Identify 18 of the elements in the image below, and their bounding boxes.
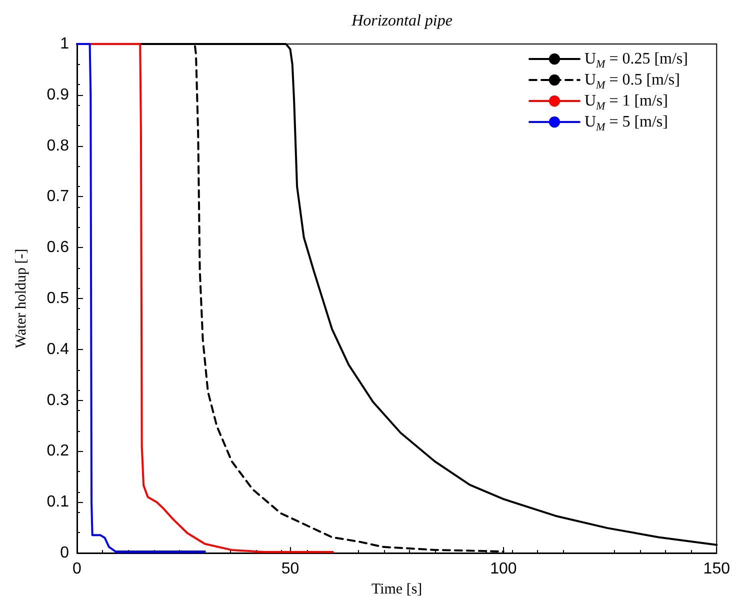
y-tick-label: 0.7 <box>46 188 70 206</box>
x-tick-label: 100 <box>490 560 517 578</box>
chart-title: Horizontal pipe <box>350 12 452 30</box>
y-tick-label: 0 <box>60 544 70 562</box>
y-tick-label: 0.2 <box>46 442 70 460</box>
y-tick-label: 0.3 <box>46 392 70 409</box>
y-tick-label: 0.1 <box>46 494 70 511</box>
y-tick-label: 0.8 <box>46 137 70 154</box>
x-tick-label: 150 <box>703 560 730 578</box>
x-tick-label: 50 <box>281 560 300 578</box>
x-axis-title: Time [s] <box>371 581 422 598</box>
y-axis-title: Water holdup [-] <box>14 248 30 348</box>
x-tick-label: 0 <box>72 560 82 578</box>
y-tick-label: 0.9 <box>46 86 70 104</box>
y-tick-label: 0.5 <box>46 290 70 307</box>
y-tick-label: 0.6 <box>46 239 70 256</box>
y-tick-label: 1 <box>60 36 70 52</box>
y-tick-label: 0.4 <box>46 340 70 358</box>
